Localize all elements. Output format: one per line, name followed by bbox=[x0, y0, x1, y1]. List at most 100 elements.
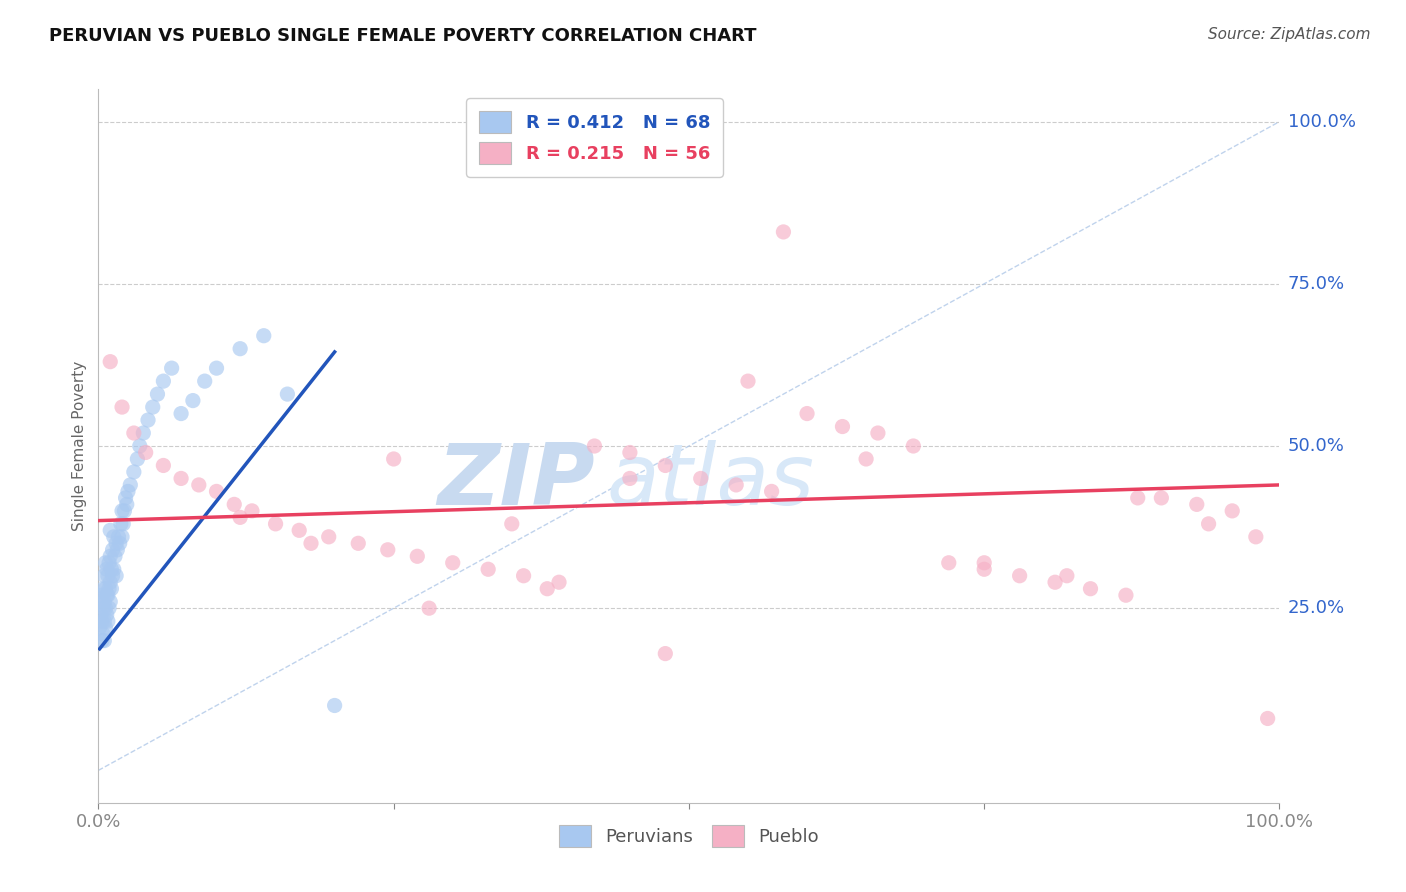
Point bbox=[98, 549, 121, 564]
Point bbox=[91, 633, 114, 648]
Point bbox=[96, 588, 118, 602]
Point bbox=[94, 582, 117, 596]
Text: PERUVIAN VS PUEBLO SINGLE FEMALE POVERTY CORRELATION CHART: PERUVIAN VS PUEBLO SINGLE FEMALE POVERTY… bbox=[49, 27, 756, 45]
Point bbox=[104, 549, 127, 564]
Point bbox=[170, 471, 193, 485]
Point bbox=[654, 647, 676, 661]
Point bbox=[94, 621, 117, 635]
Point bbox=[382, 452, 405, 467]
Point bbox=[122, 425, 145, 440]
Point bbox=[264, 516, 287, 531]
Point bbox=[938, 556, 960, 570]
Point bbox=[94, 601, 117, 615]
Point bbox=[96, 562, 118, 576]
Point bbox=[831, 419, 853, 434]
Point bbox=[1043, 575, 1066, 590]
Point bbox=[93, 614, 115, 628]
Point bbox=[111, 400, 134, 414]
Point bbox=[91, 601, 114, 615]
Point bbox=[128, 439, 150, 453]
Point bbox=[136, 413, 159, 427]
Text: 75.0%: 75.0% bbox=[1288, 275, 1346, 293]
Text: 100.0%: 100.0% bbox=[1288, 112, 1355, 130]
Point bbox=[205, 361, 228, 376]
Text: Source: ZipAtlas.com: Source: ZipAtlas.com bbox=[1208, 27, 1371, 42]
Point bbox=[97, 614, 120, 628]
Point bbox=[253, 328, 276, 343]
Point bbox=[288, 524, 311, 538]
Point bbox=[761, 484, 783, 499]
Point bbox=[120, 478, 142, 492]
Point bbox=[1198, 516, 1220, 531]
Point bbox=[1257, 711, 1279, 725]
Point bbox=[100, 562, 122, 576]
Text: 25.0%: 25.0% bbox=[1288, 599, 1346, 617]
Point bbox=[583, 439, 606, 453]
Point bbox=[101, 542, 124, 557]
Point bbox=[1244, 530, 1267, 544]
Point bbox=[105, 568, 128, 582]
Point bbox=[477, 562, 499, 576]
Point bbox=[91, 582, 114, 596]
Point bbox=[377, 542, 399, 557]
Point bbox=[229, 510, 252, 524]
Point bbox=[347, 536, 370, 550]
Point bbox=[90, 607, 112, 622]
Point bbox=[98, 582, 121, 596]
Point bbox=[152, 458, 174, 473]
Point bbox=[187, 478, 209, 492]
Text: atlas: atlas bbox=[606, 440, 814, 524]
Point bbox=[501, 516, 523, 531]
Point bbox=[1080, 582, 1102, 596]
Point bbox=[903, 439, 925, 453]
Point bbox=[91, 627, 114, 641]
Point bbox=[772, 225, 794, 239]
Point bbox=[91, 614, 114, 628]
Point bbox=[536, 582, 558, 596]
Point bbox=[406, 549, 429, 564]
Point bbox=[276, 387, 298, 401]
Point bbox=[1056, 568, 1078, 582]
Point bbox=[100, 582, 122, 596]
Point bbox=[737, 374, 759, 388]
Point bbox=[855, 452, 877, 467]
Point bbox=[170, 407, 193, 421]
Point bbox=[796, 407, 818, 421]
Point bbox=[103, 562, 125, 576]
Point bbox=[318, 530, 340, 544]
Point bbox=[114, 491, 136, 505]
Point bbox=[548, 575, 571, 590]
Point bbox=[97, 568, 120, 582]
Point bbox=[91, 588, 114, 602]
Point bbox=[112, 516, 135, 531]
Point bbox=[194, 374, 217, 388]
Point bbox=[418, 601, 440, 615]
Point bbox=[98, 575, 121, 590]
Point bbox=[98, 354, 121, 368]
Point bbox=[115, 497, 138, 511]
Point bbox=[98, 524, 121, 538]
Point bbox=[619, 445, 641, 459]
Point bbox=[441, 556, 464, 570]
Point bbox=[105, 536, 128, 550]
Point bbox=[689, 471, 711, 485]
Point bbox=[1008, 568, 1031, 582]
Point bbox=[725, 478, 748, 492]
Point bbox=[101, 568, 124, 582]
Point bbox=[512, 568, 534, 582]
Point bbox=[117, 484, 139, 499]
Point bbox=[98, 595, 121, 609]
Point bbox=[96, 607, 118, 622]
Point bbox=[90, 595, 112, 609]
Point bbox=[160, 361, 183, 376]
Point bbox=[107, 530, 129, 544]
Point bbox=[112, 504, 135, 518]
Point bbox=[93, 633, 115, 648]
Point bbox=[103, 530, 125, 544]
Point bbox=[111, 504, 134, 518]
Legend: Peruvians, Pueblo: Peruvians, Pueblo bbox=[551, 818, 827, 855]
Point bbox=[973, 556, 995, 570]
Text: 50.0%: 50.0% bbox=[1288, 437, 1344, 455]
Point bbox=[108, 536, 131, 550]
Point bbox=[181, 393, 204, 408]
